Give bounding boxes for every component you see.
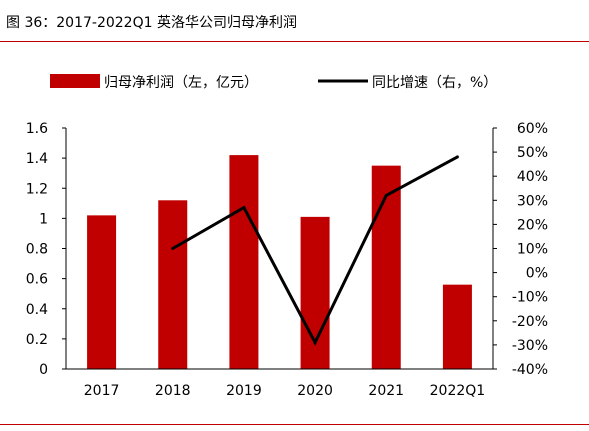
x-tick-label: 2019 [226, 383, 262, 399]
right-tick-label: -30% [512, 338, 548, 354]
growth-point-2018 [171, 247, 175, 250]
right-tick-label: 0% [526, 266, 548, 282]
growth-point-2022Q1 [455, 155, 459, 159]
bar-2021 [371, 165, 401, 369]
bar-2020 [300, 216, 330, 369]
legend-bar-swatch [50, 74, 100, 88]
x-tick-label: 2020 [297, 383, 333, 399]
right-tick-label: 40% [517, 169, 548, 185]
axes-group: 1.6 1.4 1.2 1 0.8 0.6 0.4 0.2 0 60% 50% 40% 30% 20% 10… [26, 121, 548, 399]
x-tick-label: 2018 [155, 383, 191, 399]
bar-2017 [87, 215, 117, 369]
left-tick-label: 1 [39, 211, 48, 227]
figure-title: 图 36：2017-2022Q1 英洛华公司归母净利润 [6, 15, 297, 31]
x-tick-label: 2021 [368, 383, 404, 399]
left-tick-label: 1.6 [26, 121, 48, 137]
line-series-group [171, 155, 459, 346]
bottom-divider [0, 424, 589, 425]
right-tick-label: -10% [512, 290, 548, 306]
legend-bar-label: 归母净利润（左，亿元） [104, 74, 258, 91]
bar-2022Q1 [442, 284, 472, 369]
left-tick-label: 0 [39, 362, 48, 378]
bars-group [87, 155, 472, 369]
right-tick-label: -40% [512, 362, 548, 378]
left-tick-label: 0.4 [26, 302, 48, 318]
x-tick-label: 2017 [84, 383, 120, 399]
left-tick-label: 1.2 [26, 181, 48, 197]
right-tick-label: 10% [517, 242, 548, 258]
left-tick-label: 1.4 [26, 151, 48, 167]
top-divider [0, 41, 589, 42]
right-tick-label: 60% [517, 121, 548, 137]
right-tick-label: 50% [517, 145, 548, 161]
x-tick-label: 2022Q1 [430, 383, 486, 399]
right-tick-label: -20% [512, 314, 548, 330]
bar-2018 [158, 200, 188, 369]
left-tick-label: 0.8 [26, 242, 48, 258]
left-tick-label: 0.2 [26, 332, 48, 348]
growth-point-2021 [384, 193, 388, 197]
legend: 归母净利润（左，亿元） 同比增速（右，%） [50, 74, 497, 91]
growth-point-2020 [313, 340, 317, 344]
growth-point-2019 [242, 206, 246, 210]
left-tick-label: 0.6 [26, 272, 48, 288]
bar-2019 [229, 155, 259, 369]
legend-line-label: 同比增速（右，%） [372, 75, 497, 91]
right-tick-label: 30% [517, 193, 548, 209]
right-tick-label: 20% [517, 217, 548, 233]
